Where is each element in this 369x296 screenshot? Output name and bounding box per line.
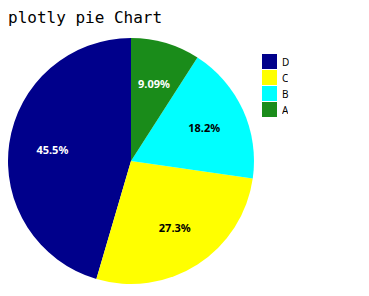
html-text:B: B	[282, 86, 289, 101]
html-text:plotly pie Chart: plotly pie Chart	[8, 8, 163, 27]
svg-text:18.2%: 18.2%	[188, 120, 220, 135]
svg-text:9.09%: 9.09%	[138, 76, 170, 91]
svg-text:45.5%: 45.5%	[36, 142, 68, 157]
html-text:D: D	[282, 54, 290, 69]
html-text:A: A	[282, 102, 289, 117]
html-text:C: C	[282, 70, 289, 85]
svg-text:27.3%: 27.3%	[159, 220, 191, 235]
